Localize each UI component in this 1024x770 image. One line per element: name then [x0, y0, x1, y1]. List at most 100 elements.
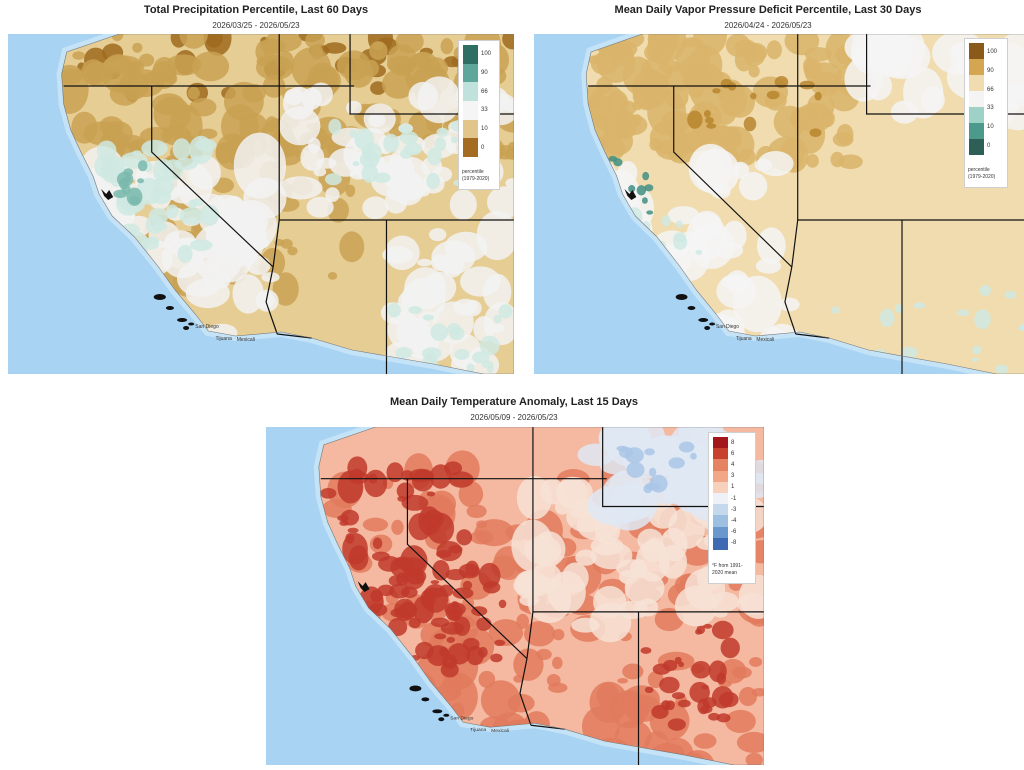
legend-color-swatch — [713, 437, 728, 449]
legend-tick-label: -4 — [731, 518, 737, 524]
legend-color-swatch — [713, 470, 728, 483]
state-border — [530, 724, 565, 730]
legend-color-swatch — [463, 101, 478, 120]
channel-island — [153, 294, 166, 300]
state-border — [519, 658, 532, 726]
temp-date-range: 2026/05/09 - 2026/05/23 — [470, 413, 558, 422]
legend-color-swatch — [713, 515, 728, 528]
legend-color-swatch — [713, 537, 728, 550]
legend-tick-label: 66 — [987, 86, 994, 93]
temp-panel: Mean Daily Temperature Anomaly, Last 15 … — [262, 392, 766, 770]
state-border — [784, 266, 797, 335]
state-border — [673, 86, 793, 268]
channel-island — [177, 318, 188, 322]
legend-color-swatch — [969, 43, 984, 59]
channel-island — [188, 322, 195, 326]
legend-tick-label: 4 — [731, 462, 735, 468]
legend-color-swatch — [969, 139, 984, 155]
state-border — [151, 86, 274, 268]
temp-legend: 8 6 4 3 1 -1 -3 -4 -6 -8 °F from 1991- 2020 mean — [708, 432, 756, 584]
place-label: Tijuana — [470, 727, 486, 733]
legend-tick-label: 10 — [987, 124, 994, 130]
legend-color-swatch — [463, 82, 478, 102]
legend-color-swatch — [713, 481, 728, 494]
bay-area — [357, 581, 370, 593]
legend-color-swatch — [713, 504, 728, 517]
legend-tick-label: -8 — [731, 540, 737, 547]
land-fill — [61, 34, 514, 374]
channel-island — [165, 306, 174, 310]
legend-color-swatch — [463, 45, 478, 64]
vpd-map[interactable]: San Diego Tijuana Mexicali — [534, 34, 1024, 374]
channel-island — [432, 709, 443, 714]
legend-tick-label: 0 — [481, 144, 485, 151]
channel-island — [421, 697, 430, 702]
vpd-legend: 100 90 66 33 10 0 percentile (1979-2020) — [964, 38, 1008, 188]
precip-map-svg: San Diego Tijuana Mexicali — [8, 34, 514, 374]
vpd-legend-note-2: (1979-2020) — [968, 174, 996, 180]
coastline — [61, 34, 514, 374]
legend-tick-label: 10 — [481, 126, 488, 132]
place-label: Mexicali — [237, 337, 255, 343]
precip-map[interactable]: San Diego Tijuana Mexicali — [8, 34, 514, 374]
legend-tick-label: -1 — [731, 495, 737, 502]
legend-color-swatch — [713, 526, 728, 539]
vpd-panel: Mean Daily Vapor Pressure Deficit Percen… — [512, 0, 1024, 378]
precip-panel: Total Precipitation Percentile, Last 60 … — [0, 0, 514, 378]
vpd-date-range: 2026/04/24 - 2026/05/23 — [724, 21, 812, 30]
channel-island — [709, 322, 716, 326]
legend-tick-label: 90 — [481, 70, 488, 76]
place-label: San Diego — [716, 324, 739, 330]
channel-island — [687, 306, 696, 310]
vpd-map-svg: San Diego Tijuana Mexicali — [534, 34, 1024, 374]
legend-color-swatch — [969, 123, 984, 139]
legend-color-swatch — [969, 107, 984, 123]
legend-color-swatch — [463, 138, 478, 158]
precip-map-title: Total Precipitation Percentile, Last 60 … — [143, 4, 369, 16]
precip-legend-note-1: percentile — [462, 169, 484, 175]
precip-legend-note-2: (1979-2020) — [462, 176, 490, 182]
legend-tick-label: -3 — [731, 506, 737, 513]
coastline — [585, 34, 1024, 374]
place-label: San Diego — [450, 715, 473, 721]
temp-legend-note-2: 2020 mean — [712, 570, 738, 576]
place-label: Mexicali — [491, 728, 509, 734]
channel-island — [438, 717, 445, 722]
legend-tick-label: 3 — [731, 473, 735, 480]
land-fill — [318, 427, 764, 765]
channel-island — [443, 713, 450, 717]
legend-tick-label: 8 — [731, 439, 735, 446]
place-label: Tijuana — [215, 336, 232, 342]
bay-area — [101, 189, 114, 200]
legend-tick-label: -6 — [731, 529, 737, 536]
temp-map-title: Mean Daily Temperature Anomaly, Last 15 … — [390, 396, 638, 408]
channel-island — [675, 294, 688, 300]
temp-legend-note-1: °F from 1991- — [712, 563, 743, 569]
place-label: Tijuana — [736, 336, 752, 342]
legend-tick-label: 33 — [481, 107, 488, 114]
channel-island — [183, 326, 190, 330]
state-border — [406, 478, 528, 660]
legend-color-swatch — [463, 119, 478, 139]
channel-island — [409, 685, 422, 692]
precip-date-range: 2026/03/25 - 2026/05/23 — [212, 21, 300, 30]
vpd-legend-note-1: percentile — [968, 167, 990, 173]
state-border — [265, 266, 278, 335]
legend-color-swatch — [969, 75, 984, 91]
precip-legend: 100 90 66 33 10 0 percentile (1979-2020) — [458, 40, 500, 190]
legend-color-swatch — [713, 459, 728, 472]
legend-color-swatch — [463, 63, 478, 83]
legend-tick-label: 33 — [987, 105, 994, 112]
temp-map[interactable]: San Diego Tijuana Mexicali — [266, 427, 764, 765]
state-border — [795, 333, 830, 339]
state-border — [277, 333, 312, 339]
channel-island — [704, 326, 711, 330]
legend-color-swatch — [713, 448, 728, 461]
vpd-map-title: Mean Daily Vapor Pressure Deficit Percen… — [614, 4, 922, 16]
legend-color-swatch — [969, 91, 984, 107]
legend-tick-label: 6 — [731, 450, 735, 457]
channel-island — [698, 318, 709, 322]
coastline — [318, 427, 764, 765]
place-label: Mexicali — [756, 337, 774, 343]
place-label: San Diego — [195, 324, 219, 330]
